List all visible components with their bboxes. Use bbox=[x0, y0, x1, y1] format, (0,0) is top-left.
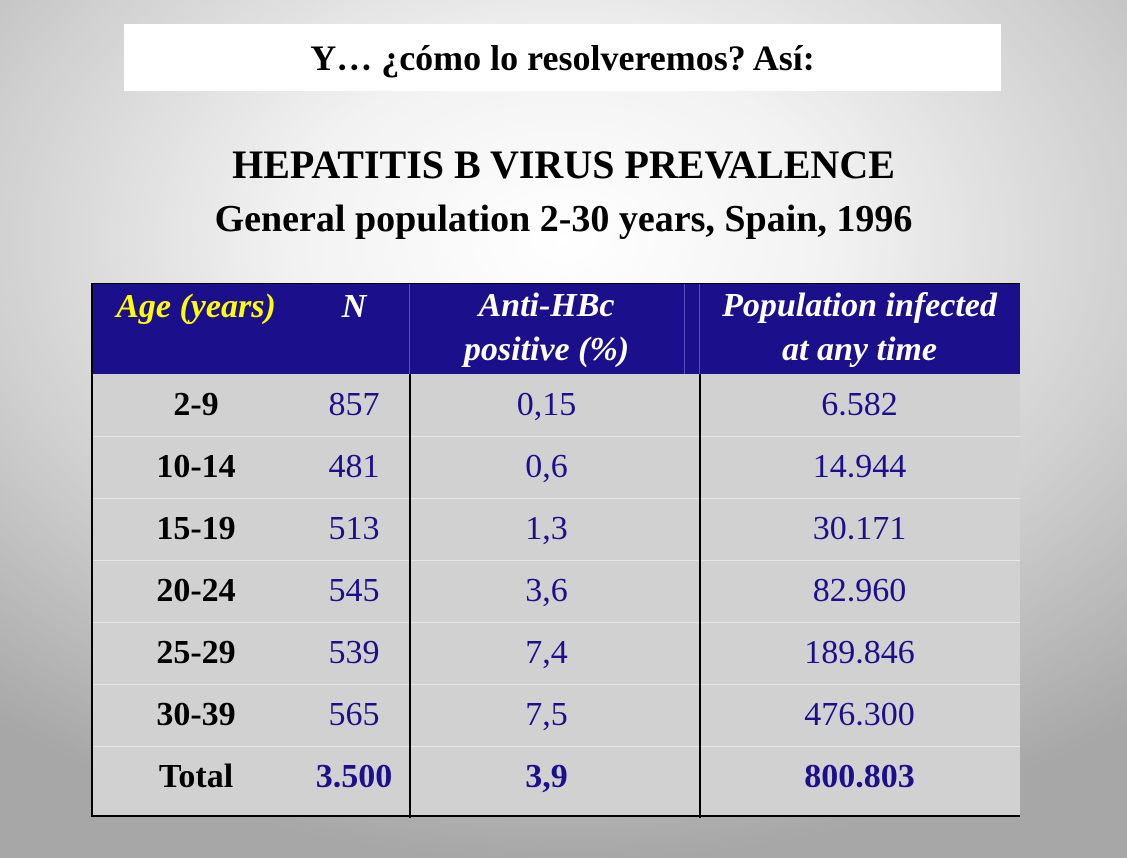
row-divider bbox=[93, 746, 1020, 747]
cell-n: 3.500 bbox=[315, 758, 393, 795]
table-row: 10-14 481 0,6 14.944 bbox=[93, 436, 1020, 498]
cell-age: 10-14 bbox=[156, 448, 236, 485]
header-anti-hbc-line2: positive (%) bbox=[463, 331, 630, 368]
row-divider bbox=[93, 436, 1020, 437]
cell-anti-hbc: 1,3 bbox=[525, 510, 568, 547]
cell-n: 481 bbox=[328, 448, 380, 485]
table-row: 15-19 513 1,3 30.171 bbox=[93, 498, 1020, 560]
row-divider bbox=[93, 684, 1020, 685]
cell-age: 15-19 bbox=[156, 510, 236, 547]
column-divider bbox=[699, 374, 701, 818]
title-block: HEPATITIS B VIRUS PREVALENCE General pop… bbox=[0, 140, 1127, 248]
slide-title: HEPATITIS B VIRUS PREVALENCE bbox=[232, 142, 895, 187]
cell-n: 513 bbox=[328, 510, 380, 547]
column-divider bbox=[409, 374, 411, 818]
cell-population: 14.944 bbox=[812, 448, 907, 485]
cell-anti-hbc: 0,15 bbox=[516, 386, 577, 423]
prevalence-table: Age (years) N Anti-HBc positive (%) Popu… bbox=[91, 283, 1020, 818]
cell-age: 20-24 bbox=[156, 572, 236, 609]
cell-age: Total bbox=[158, 758, 234, 795]
slide-header-text: Y… ¿cómo lo resolveremos? Así: bbox=[310, 37, 815, 78]
row-divider bbox=[93, 560, 1020, 561]
cell-population: 30.171 bbox=[812, 510, 907, 547]
cell-anti-hbc: 7,4 bbox=[525, 634, 568, 671]
table-row: 30-39 565 7,5 476.300 bbox=[93, 684, 1020, 746]
cell-anti-hbc: 0,6 bbox=[525, 448, 568, 485]
cell-population: 6.582 bbox=[821, 386, 898, 423]
header-divider bbox=[684, 284, 685, 374]
cell-anti-hbc: 3,9 bbox=[525, 758, 568, 795]
row-divider bbox=[93, 622, 1020, 623]
cell-n: 539 bbox=[328, 634, 380, 671]
cell-population: 82.960 bbox=[812, 572, 907, 609]
cell-age: 30-39 bbox=[156, 696, 236, 733]
cell-n: 545 bbox=[328, 572, 380, 609]
header-divider bbox=[409, 284, 410, 374]
header-anti-hbc: Anti-HBc positive (%) bbox=[409, 284, 684, 374]
cell-n: 565 bbox=[328, 696, 380, 733]
slide-subtitle: General population 2-30 years, Spain, 19… bbox=[214, 198, 913, 240]
slide-header: Y… ¿cómo lo resolveremos? Así: bbox=[124, 24, 1001, 91]
table-row: 25-29 539 7,4 189.846 bbox=[93, 622, 1020, 684]
cell-anti-hbc: 7,5 bbox=[525, 696, 568, 733]
cell-population: 800.803 bbox=[804, 758, 915, 795]
cell-n: 857 bbox=[328, 386, 380, 423]
cell-population: 189.846 bbox=[804, 634, 915, 671]
header-age: Age (years) bbox=[116, 288, 276, 325]
header-anti-hbc-line1: Anti-HBc bbox=[478, 287, 615, 324]
cell-age: 2-9 bbox=[173, 386, 219, 423]
cell-population: 476.300 bbox=[804, 696, 915, 733]
row-divider bbox=[93, 498, 1020, 499]
table-header-row: Age (years) N Anti-HBc positive (%) Popu… bbox=[93, 284, 1020, 374]
header-population-line1: Population infected bbox=[722, 287, 997, 324]
cell-age: 25-29 bbox=[156, 634, 236, 671]
cell-anti-hbc: 3,6 bbox=[525, 572, 568, 609]
header-n: N bbox=[341, 288, 367, 325]
header-divider bbox=[699, 284, 700, 374]
table-row: 2-9 857 0,15 6.582 bbox=[93, 374, 1020, 436]
header-population-line2: at any time bbox=[782, 331, 937, 368]
table-row-total: Total 3.500 3,9 800.803 bbox=[93, 746, 1020, 808]
header-population: Population infected at any time bbox=[699, 284, 1020, 374]
table-row: 20-24 545 3,6 82.960 bbox=[93, 560, 1020, 622]
